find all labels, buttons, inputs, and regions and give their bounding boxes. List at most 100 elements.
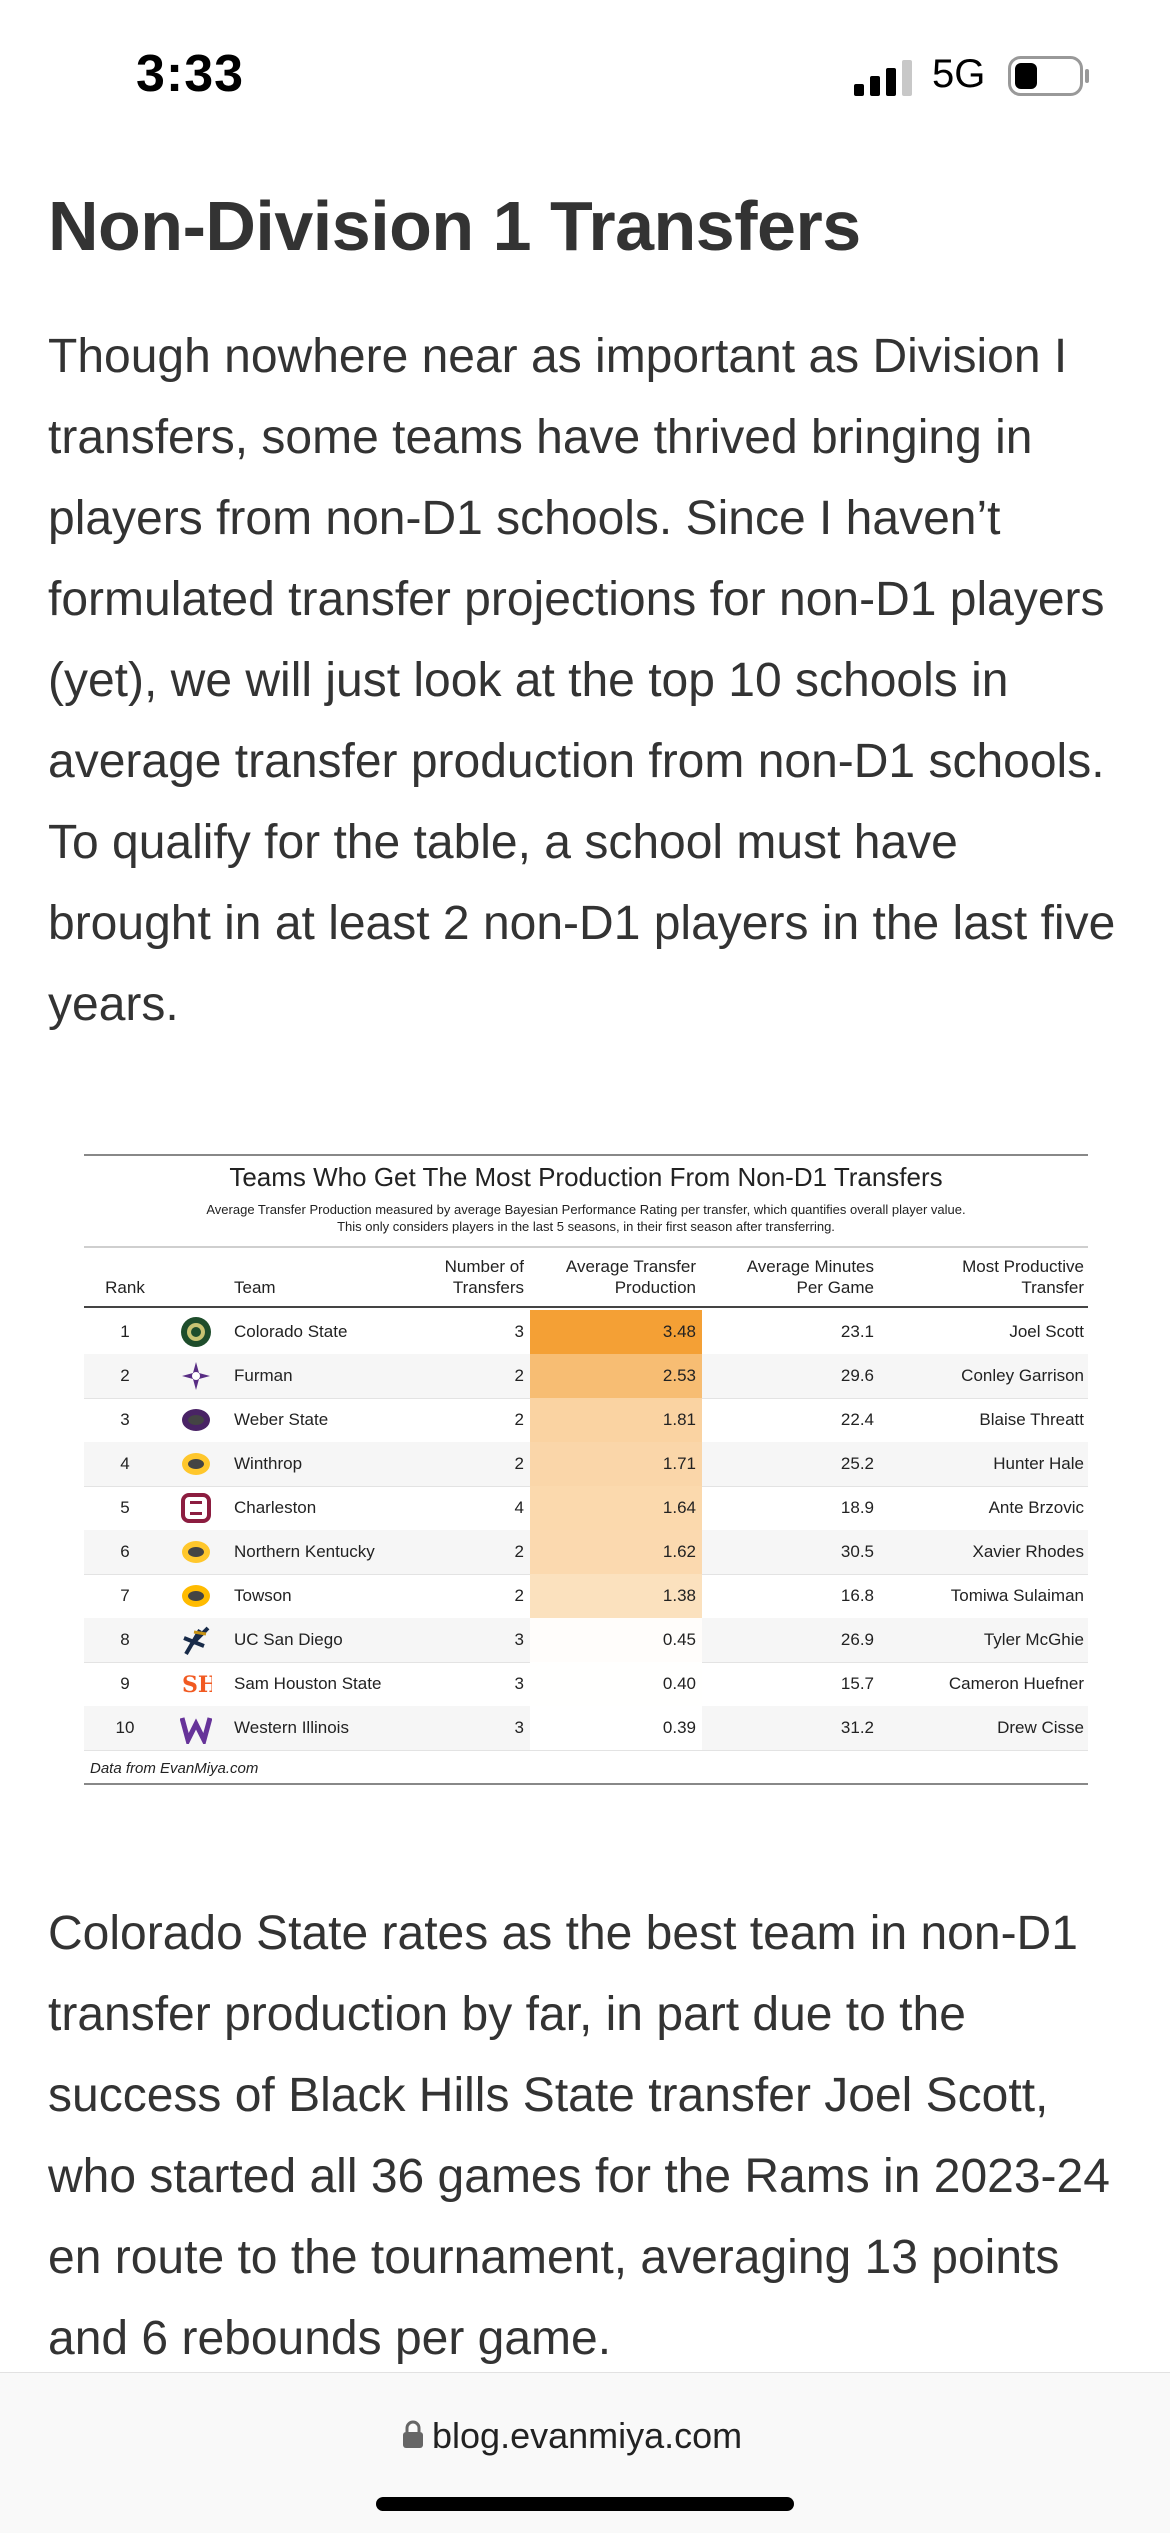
team-cell: Furman (234, 1366, 293, 1385)
figure-bottom-rule (84, 1783, 1088, 1785)
weber-state-wildcat-logo-icon (180, 1404, 212, 1436)
player-cell: Tyler McGhie (983, 1630, 1084, 1649)
transfers-cell: 3 (514, 1322, 524, 1341)
production-cell: 1.81 (530, 1398, 702, 1442)
figure-top-rule (84, 1154, 1088, 1156)
header-minutes: Average Minutes Per Game (746, 1257, 874, 1297)
header-team: Team (234, 1278, 276, 1297)
minutes-cell: 16.8 (840, 1586, 874, 1605)
url-text[interactable]: blog.evanmiya.com (432, 2415, 743, 2456)
header-top-divider (84, 1246, 1088, 1248)
team-cell: Winthrop (234, 1454, 303, 1473)
production-value: 3.48 (662, 1322, 696, 1341)
winthrop-eagle-logo-icon (180, 1448, 212, 1480)
rank-cell: 1 (120, 1322, 130, 1341)
production-cell: 0.39 (530, 1706, 702, 1750)
transfers-cell: 2 (514, 1586, 524, 1605)
header-bottom-divider (84, 1306, 1088, 1308)
transfers-cell: 2 (514, 1366, 524, 1385)
western-illinois-w-logo-icon (179, 1712, 213, 1747)
rank-cell: 6 (120, 1542, 130, 1561)
charleston-c-logo-icon (180, 1492, 212, 1524)
minutes-cell: 22.4 (840, 1410, 874, 1429)
uc-san-diego-trident-logo-icon (180, 1624, 212, 1656)
rank-cell: 10 (115, 1718, 135, 1737)
header-transfers: Number of Transfers (444, 1257, 524, 1297)
transfers-cell: 3 (514, 1674, 524, 1693)
home-indicator[interactable] (376, 2497, 794, 2511)
rank-cell: 8 (120, 1630, 130, 1649)
colorado-state-ram-logo-icon (180, 1316, 212, 1348)
player-cell: Tomiwa Sulaiman (950, 1586, 1084, 1605)
minutes-cell: 15.7 (840, 1674, 874, 1693)
minutes-cell: 30.5 (840, 1542, 874, 1561)
team-cell: Towson (234, 1586, 292, 1605)
table-row: 3 Weber State 2 1.81 22.4 Blaise Threatt (84, 1398, 1088, 1443)
rank-cell: 7 (120, 1586, 130, 1605)
furman-star-logo-icon (180, 1360, 212, 1392)
analysis-paragraph: Colorado State rates as the best team in… (48, 1907, 1110, 2365)
table-row: 1 Colorado State 3 3.48 23.1 Joel Scott (84, 1310, 1088, 1355)
team-cell: Sam Houston State (234, 1674, 382, 1693)
production-cell: 0.40 (530, 1662, 702, 1706)
production-value: 2.53 (662, 1366, 696, 1385)
minutes-cell: 29.6 (840, 1366, 874, 1385)
northern-kentucky-norse-logo-icon (180, 1536, 212, 1568)
minutes-cell: 25.2 (840, 1454, 874, 1473)
network-type-label: 5G (932, 52, 986, 96)
sam-houston-sh-logo-icon: SH (180, 1668, 219, 1700)
transfers-cell: 2 (514, 1542, 524, 1561)
production-value: 1.64 (662, 1498, 696, 1517)
figure-subtitle-line2: This only considers players in the last … (337, 1219, 835, 1234)
production-cell: 1.71 (530, 1442, 702, 1486)
team-cell: Weber State (234, 1410, 329, 1429)
team-cell: Charleston (234, 1498, 317, 1517)
production-value: 0.39 (662, 1718, 696, 1737)
table-row: 8 UC San Diego 3 0.45 26.9 Tyler McGhie (84, 1618, 1088, 1663)
browser-address-bar[interactable]: blog.evanmiya.com (0, 2372, 1170, 2533)
production-value: 1.62 (662, 1542, 696, 1561)
production-value: 1.81 (662, 1410, 696, 1429)
table-row: 2 Furman 2 2.53 29.6 Conley Garrison (84, 1354, 1088, 1399)
intro-paragraph: Though nowhere near as important as Divi… (48, 330, 1116, 1031)
player-cell: Hunter Hale (993, 1454, 1084, 1473)
rank-cell: 4 (120, 1454, 130, 1473)
rank-cell: 3 (120, 1410, 130, 1429)
production-value: 1.38 (662, 1586, 696, 1605)
cellular-signal-icon (854, 60, 912, 96)
production-cell: 3.48 (530, 1310, 702, 1354)
player-cell: Drew Cisse (997, 1718, 1084, 1737)
table-row: 9 SH Sam Houston State 3 0.40 15.7 Cameron Hue… (84, 1662, 1088, 1707)
production-cell: 2.53 (530, 1354, 702, 1398)
production-cell: 1.62 (530, 1530, 702, 1574)
player-cell: Conley Garrison (961, 1366, 1084, 1385)
production-cell: 1.38 (530, 1574, 702, 1618)
table-row: 10 Western Illinois 3 0.39 31.2 Drew Cisse (84, 1706, 1088, 1751)
production-cell: 0.45 (530, 1618, 702, 1662)
team-cell: Northern Kentucky (234, 1542, 375, 1561)
minutes-cell: 26.9 (840, 1630, 874, 1649)
minutes-cell: 23.1 (840, 1322, 874, 1341)
transfers-cell: 4 (514, 1498, 524, 1517)
rank-cell: 5 (120, 1498, 130, 1517)
team-cell: Colorado State (234, 1322, 348, 1341)
table-row: 6 Northern Kentucky 2 1.62 30.5 Xavier Rhodes (84, 1530, 1088, 1575)
player-cell: Blaise Threatt (979, 1410, 1084, 1429)
transfers-cell: 3 (514, 1630, 524, 1649)
minutes-cell: 31.2 (840, 1718, 874, 1737)
player-cell: Joel Scott (1009, 1322, 1084, 1341)
minutes-cell: 18.9 (840, 1498, 874, 1517)
figure-subtitle-line1: Average Transfer Production measured by … (206, 1202, 966, 1217)
team-cell: UC San Diego (234, 1630, 343, 1649)
header-player: Most Productive Transfer (962, 1257, 1084, 1297)
figure-title: Teams Who Get The Most Production From N… (229, 1162, 943, 1192)
table-row: 7 Towson 2 1.38 16.8 Tomiwa Sulaiman (84, 1574, 1088, 1619)
svg-text:SH: SH (182, 1672, 212, 1698)
team-cell: Western Illinois (234, 1718, 349, 1737)
battery-icon (1008, 56, 1089, 96)
player-cell: Ante Brzovic (988, 1498, 1084, 1517)
production-value: 0.45 (662, 1630, 696, 1649)
table-row: 5 Charleston 4 1.64 18.9 Ante Brzovic (84, 1486, 1088, 1531)
production-value: 0.40 (662, 1674, 696, 1693)
transfers-cell: 3 (514, 1718, 524, 1737)
